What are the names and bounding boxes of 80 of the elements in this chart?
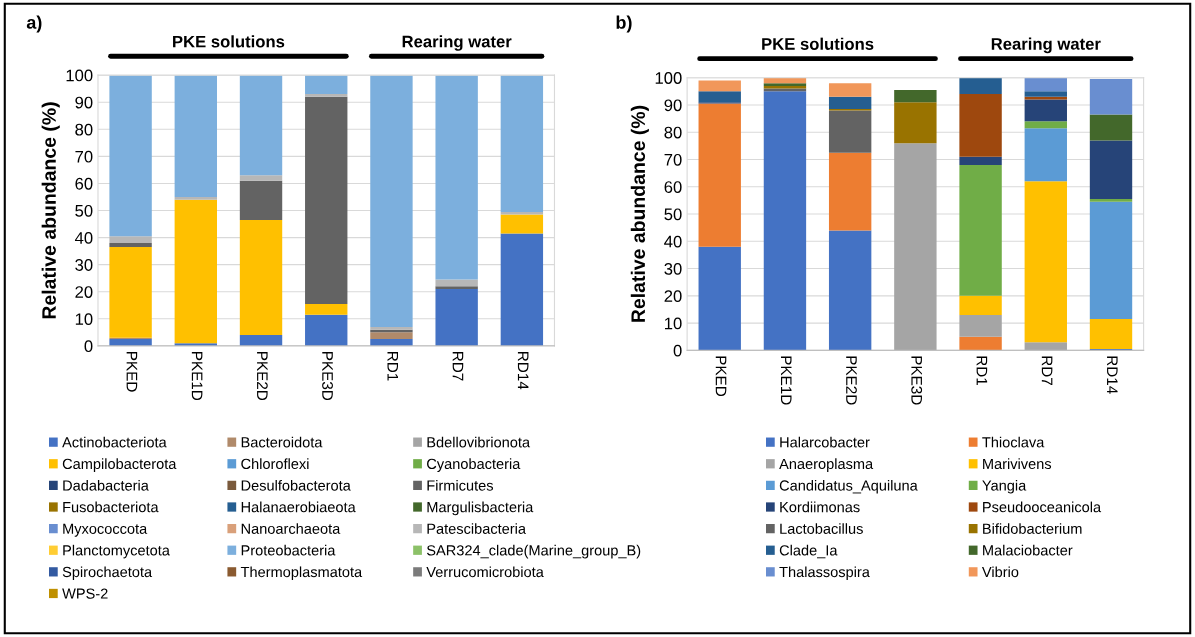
legend-label: Cyanobacteria	[427, 458, 521, 472]
y-tick-label: 90	[664, 99, 682, 112]
y-tick-label: 10	[665, 317, 682, 330]
legend-label: Lactobacillus	[780, 523, 863, 534]
legend-label: Kordiimonas	[780, 501, 860, 513]
legend-label: Patescibacteria	[427, 523, 526, 534]
legend-label: Vibrio	[981, 566, 1019, 578]
legend-label: Pseudooceanicola	[983, 501, 1102, 513]
y-tick-label: 70	[75, 150, 93, 163]
x-tick-label: RD7	[1041, 356, 1053, 386]
y-tick-label: 50	[75, 204, 93, 217]
text: Rearing water	[991, 37, 1101, 54]
legend-label: Dadabacteria	[63, 479, 149, 491]
legend-label: Bacteroidota	[241, 436, 323, 448]
x-tick-label: RD1	[387, 352, 399, 381]
chart-title: a)	[26, 15, 42, 33]
y-tick-label: 100	[655, 72, 682, 84]
legend-label: Campilobacterota	[62, 458, 177, 472]
y-tick-label: 10	[75, 313, 93, 326]
legend-label: Anaeroplasma	[779, 458, 874, 472]
legend-label: Bifidobacterium	[983, 523, 1082, 534]
legend-label: Planctomycetota	[63, 544, 170, 559]
legend-label: Thalassospira	[779, 566, 870, 581]
legend-label: Verrucomicrobiota	[426, 566, 544, 578]
y-tick-label: 50	[664, 208, 682, 221]
y-tick-label: 20	[75, 286, 93, 298]
legend-label: Marivivens	[983, 458, 1052, 470]
x-tick-label: PKE2D	[846, 356, 857, 405]
legend-label: SAR324_clade(Marine_group_B)	[426, 544, 641, 559]
y-tick-label: 100	[66, 69, 93, 82]
legend-label: Halarcobacter	[780, 436, 870, 448]
x-tick-label: PKED	[126, 352, 138, 392]
y-tick-label: 30	[664, 262, 682, 275]
text: PKE solutions	[762, 37, 874, 50]
legend-label: Yangia	[982, 479, 1027, 494]
legend-label: Actinobacteriota	[62, 436, 167, 448]
y-tick-label: 80	[75, 123, 93, 136]
x-tick-label: PKE1D	[780, 356, 792, 405]
legend-label: WPS-2	[62, 588, 108, 599]
y-tick-label: 0	[84, 340, 93, 353]
y-axis-title: Relative abundance (%)	[630, 105, 649, 322]
y-tick-label: 60	[75, 177, 93, 190]
chart-title: b)	[616, 15, 632, 33]
text: Rearing water	[402, 35, 512, 51]
y-tick-label: 90	[75, 96, 93, 109]
legend-label: Desulfobacterota	[241, 479, 351, 491]
x-tick-label: RD14	[1107, 356, 1118, 394]
y-tick-label: 0	[673, 344, 682, 357]
legend-label: Bdellovibrionota	[427, 436, 531, 448]
y-axis-title: Relative abundance (%)	[41, 102, 60, 319]
legend-label: Halanaerobiaeota	[241, 501, 356, 513]
x-tick-label: PKE2D	[257, 352, 268, 401]
y-tick-label: 70	[664, 153, 682, 166]
legend-label: Nanoarchaeota	[241, 523, 341, 534]
legend-label: Margulisbacteria	[427, 501, 534, 516]
y-tick-label: 80	[664, 126, 682, 139]
legend-label: Chloroflexi	[241, 458, 309, 470]
x-tick-label: PKED	[715, 356, 727, 397]
y-tick-label: 40	[664, 235, 682, 248]
x-tick-label: PKE3D	[322, 352, 333, 401]
legend-label: Malaciobacter	[983, 544, 1073, 556]
y-tick-label: 60	[664, 181, 682, 193]
y-tick-label: 30	[75, 259, 93, 271]
x-tick-label: RD14	[517, 352, 529, 390]
legend-label: Fusobacteriota	[63, 501, 159, 513]
legend-label: Clade_Ia	[779, 544, 838, 559]
x-tick-label: PKE3D	[911, 356, 923, 405]
x-tick-label: RD7	[452, 352, 464, 381]
legend-label: Candidatus_Aquiluna	[779, 479, 918, 494]
text: PKE solutions	[173, 35, 285, 48]
legend-label: Proteobacteria	[241, 544, 336, 556]
x-tick-label: PKE1D	[191, 352, 203, 401]
legend-label: Myxococcota	[63, 523, 148, 537]
x-tick-label: RD1	[976, 356, 988, 386]
legend-label: Spirochaetota	[62, 566, 153, 581]
legend-label: Thioclava	[982, 436, 1045, 448]
legend-label: Firmicutes	[427, 479, 494, 491]
y-tick-label: 20	[664, 290, 682, 303]
legend-label: Thermoplasmatota	[240, 566, 363, 581]
y-tick-label: 40	[74, 232, 93, 244]
